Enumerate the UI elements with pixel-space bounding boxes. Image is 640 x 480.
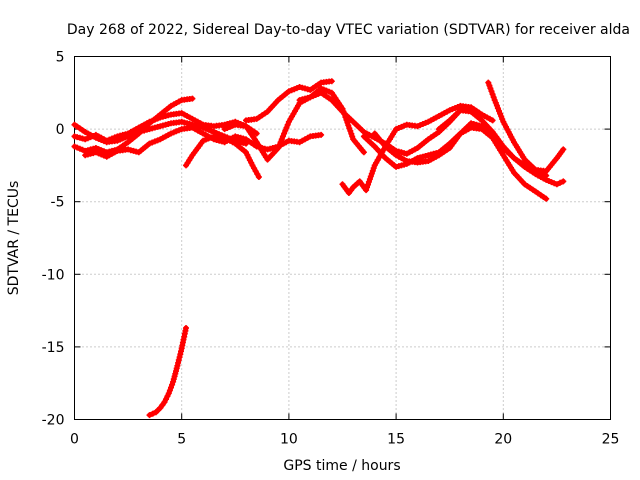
data-point-marker bbox=[253, 130, 260, 137]
data-point-marker bbox=[276, 142, 283, 149]
x-axis-label: GPS time / hours bbox=[283, 458, 400, 474]
series-track-8 bbox=[296, 89, 464, 157]
y-tick-label: -15 bbox=[42, 340, 65, 356]
data-point-marker bbox=[485, 79, 492, 86]
data-point-marker bbox=[369, 167, 376, 174]
data-point-marker bbox=[283, 124, 290, 131]
series-track-14 bbox=[146, 325, 189, 419]
y-tick-label: -10 bbox=[42, 267, 65, 283]
data-point-marker bbox=[360, 149, 367, 156]
data-point-marker bbox=[278, 136, 285, 143]
data-layer bbox=[71, 78, 567, 419]
data-point-marker bbox=[487, 85, 494, 92]
data-point-marker bbox=[489, 117, 496, 124]
data-point-marker bbox=[183, 325, 189, 331]
series-track-13 bbox=[436, 107, 550, 179]
data-point-marker bbox=[486, 82, 493, 89]
data-point-marker bbox=[543, 195, 550, 202]
plot-frame bbox=[74, 56, 611, 420]
data-point-marker bbox=[166, 387, 173, 394]
data-point-marker bbox=[489, 91, 496, 98]
data-point-marker bbox=[349, 133, 356, 140]
tick-layer: 0 5 10 15 20 25 5 0 -5 -10 -15 -20 bbox=[42, 50, 620, 448]
data-point-marker bbox=[318, 131, 325, 138]
x-tick-label: 10 bbox=[280, 432, 298, 448]
x-tick-label: 15 bbox=[387, 432, 405, 448]
data-point-marker bbox=[363, 187, 370, 194]
series-track-5 bbox=[183, 133, 262, 180]
x-tick-label: 5 bbox=[177, 432, 186, 448]
data-point-marker bbox=[560, 146, 567, 153]
series-trail bbox=[147, 325, 189, 418]
y-tick-label: -5 bbox=[51, 195, 65, 211]
series-track-12 bbox=[485, 79, 567, 175]
data-point-marker bbox=[175, 357, 182, 363]
data-point-marker bbox=[367, 173, 374, 180]
data-point-marker bbox=[275, 145, 282, 151]
data-point-marker bbox=[490, 94, 497, 101]
data-point-marker bbox=[279, 133, 286, 140]
data-point-marker bbox=[169, 381, 176, 388]
data-point-marker bbox=[282, 127, 289, 134]
data-point-marker bbox=[543, 172, 550, 179]
data-point-marker bbox=[347, 127, 354, 134]
data-point-marker bbox=[328, 78, 335, 85]
data-point-marker bbox=[149, 410, 156, 417]
data-point-marker bbox=[488, 88, 495, 95]
series-trail bbox=[72, 96, 195, 155]
data-point-marker bbox=[344, 119, 351, 126]
y-tick-label: 5 bbox=[56, 50, 65, 66]
y-tick-label: 0 bbox=[56, 122, 65, 138]
data-point-marker bbox=[557, 179, 564, 186]
data-point-marker bbox=[365, 178, 372, 185]
chart-title: Day 268 of 2022, Sidereal Day-to-day VTE… bbox=[67, 22, 630, 38]
x-tick-label: 0 bbox=[70, 432, 79, 448]
series-track-7 bbox=[243, 78, 335, 124]
series-trail bbox=[297, 90, 463, 157]
data-point-marker bbox=[281, 130, 288, 137]
data-point-marker bbox=[553, 181, 560, 188]
data-point-marker bbox=[165, 390, 172, 397]
data-point-marker bbox=[345, 122, 352, 129]
data-point-marker bbox=[168, 384, 174, 391]
y-tick-label: -20 bbox=[42, 413, 65, 429]
data-point-marker bbox=[277, 139, 284, 146]
x-tick-label: 20 bbox=[494, 432, 512, 448]
data-point-marker bbox=[494, 105, 501, 112]
x-tick-label: 25 bbox=[602, 432, 620, 448]
series-trail bbox=[485, 80, 566, 174]
data-point-marker bbox=[146, 412, 153, 419]
data-point-marker bbox=[560, 178, 567, 185]
data-point-marker bbox=[255, 174, 262, 180]
data-point-marker bbox=[284, 121, 291, 128]
y-axis-label: SDTVAR / TECUs bbox=[6, 181, 22, 296]
data-point-marker bbox=[189, 95, 196, 102]
data-point-marker bbox=[348, 130, 355, 137]
